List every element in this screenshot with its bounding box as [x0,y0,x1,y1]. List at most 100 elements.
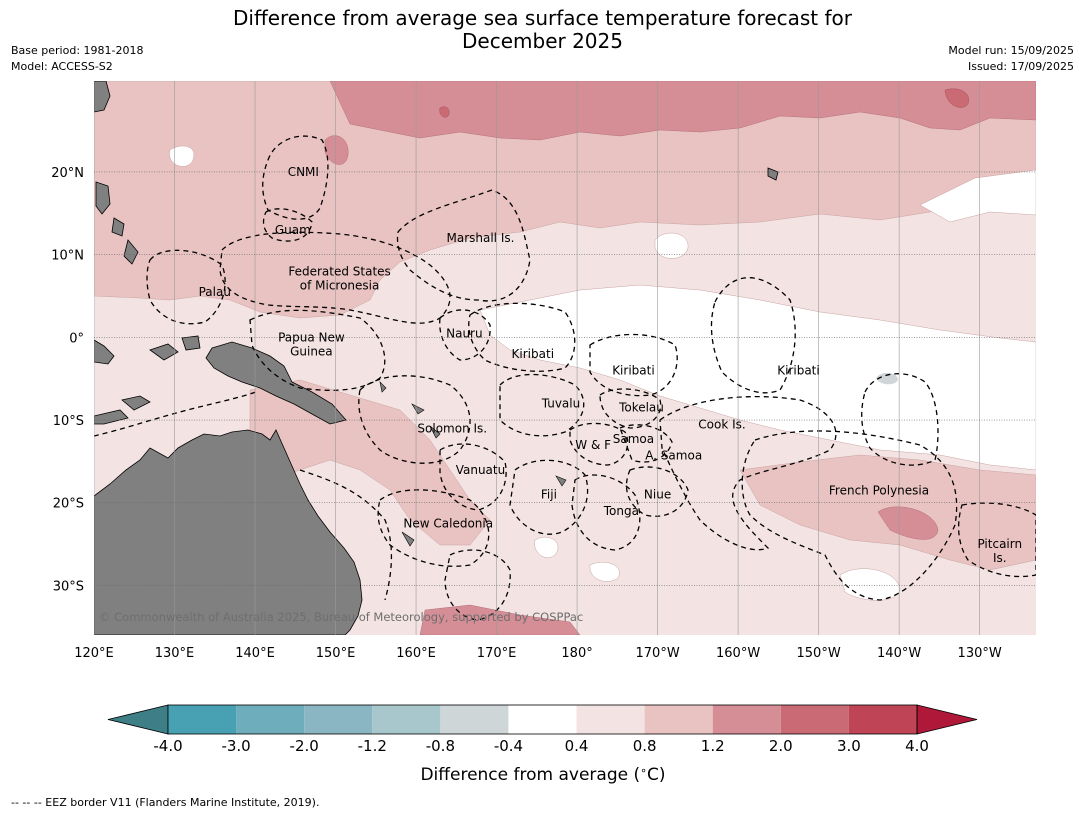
region-label: W & F [575,438,611,452]
title-line-2: December 2025 [462,29,623,53]
eez-solomon [358,375,471,464]
eez-kiribati-west [468,302,576,372]
anomaly-area-neutral-north-1 [919,169,1036,223]
eez-footnote: -- -- -- EEZ border V11 (Flanders Marine… [11,796,320,809]
meta-left: Base period: 1981-2018 Model: ACCESS-S2 [11,43,143,75]
colorbar-title: Difference from average (∘C) [420,764,665,785]
region-label: Niue [644,488,671,502]
colorbar-tick-label: -2.0 [290,737,319,755]
eez-norfolk [444,549,511,621]
eez-niue [625,466,689,517]
eez-kiribati-east [710,277,796,394]
region-label: Fiji [541,488,557,502]
colorbar-tick-label: -1.2 [358,737,387,755]
longitude-tick-label: 130°E [155,646,195,661]
anomaly-area-1-2-2-0-b [324,135,349,165]
latitude-tick-label: 10°N [51,249,84,264]
longitude-tick-label: 170°W [636,646,680,661]
region-label: Tuvalu [541,397,581,411]
region-label: Kiribati [777,364,819,378]
land-philippines [94,81,139,265]
longitude-tick-label: 150°W [797,646,841,661]
latitude-tick-label: 10°S [53,414,84,429]
model-name: Model: ACCESS-S2 [11,60,113,73]
region-label: Papua New Guinea [278,330,345,358]
eez-wf-samoa [569,422,673,466]
longitude-tick-label: 120°E [74,646,114,661]
region-label: Guam [275,223,311,237]
colorbar-swatch [576,705,645,734]
region-label: Vanuatu [456,463,506,477]
region-label: New Caledonia [403,517,493,531]
anomaly-area-neutral-north-2 [654,232,689,259]
eez-borders [94,135,1036,621]
anomaly-area-1-2-2-0-bottom [419,604,581,635]
colorbar-tick-label: -3.0 [221,737,250,755]
eez-cook [659,395,837,551]
region-label: Tonga [603,504,639,518]
longitude-tick-label: 140°W [877,646,921,661]
colorbar-swatch [644,705,713,734]
colorbar-swatch [168,705,237,734]
eez-kiribati-central [589,333,678,397]
eez-vanuatu [439,443,507,511]
eez-guam [262,208,313,242]
region-label: Palau [199,285,231,299]
colorbar-tick-label: 1.2 [701,737,725,755]
latitude-labels: 20°N 10°N 0° 10°S 20°S 30°S [51,166,84,594]
region-label: Tokelau [618,401,664,415]
eez-marshall [396,189,531,302]
land-hawaii [767,167,779,181]
latitude-tick-label: 30°S [53,579,84,594]
region-label: CNMI [288,165,319,179]
issued-date: Issued: 17/09/2025 [967,60,1074,73]
colorbar-outline [167,704,918,735]
eez-tonga [571,474,641,551]
region-label: Nauru [446,326,482,340]
latitude-tick-label: 20°S [53,497,84,512]
eez-french-polynesia [741,430,958,601]
colorbar-tick-label: 3.0 [837,737,861,755]
eez-palau [146,249,226,325]
eez-tokelau [599,388,662,429]
map-figure: CNMI Guam Marshall Is. Federated States of M… [51,81,1036,785]
longitude-tick-label: 180° [561,646,592,661]
region-labels: CNMI Guam Marshall Is. Federated States of M… [199,165,1022,565]
eez-fiji [509,459,589,535]
anomaly-area-neutral-s [534,536,620,582]
colorbar-swatch [372,705,441,734]
anomaly-area-1-2-2-0-south [877,506,939,540]
colorbar-tick-label: 0.4 [565,737,589,755]
eez-pitcairn [957,502,1036,578]
base-period: Base period: 1981-2018 [11,44,144,57]
region-label: Samoa [613,432,654,446]
graticule [94,81,1036,635]
region-label: French Polynesia [829,483,929,497]
longitude-labels: 120°E 130°E 140°E 150°E 160°E 170°E 180° 170°W 1… [74,646,1002,661]
colorbar-low-extend [107,704,169,735]
colorbar-tick-label: 4.0 [905,737,929,755]
colorbar-tick-label: -4.0 [153,737,182,755]
anomaly-area-1-2-2-0 [329,81,1036,141]
region-label: Solomon Is. [417,421,487,435]
land-indonesia [94,335,201,425]
meta-right: Model run: 15/09/2025 Issued: 17/09/2025 [948,43,1074,75]
eez-australia [299,469,393,601]
colorbar: -4.0 -3.0 -2.0 -1.2 -0.8 -0.4 0.4 0.8 1.2 2.0 3.0 4… [107,704,978,755]
colorbar-tick-label: -0.4 [494,737,523,755]
region-label: Cook Is. [698,417,745,431]
eez-new-caledonia [377,489,490,567]
region-label: Federated States of Micronesia [288,264,390,292]
colorbar-swatch [236,705,305,734]
model-run: Model run: 15/09/2025 [948,44,1074,57]
anomaly-area-neutral-north-3 [169,145,195,167]
longitude-tick-label: 170°E [477,646,517,661]
colorbar-swatch [848,705,917,734]
anomaly-area-neutral-central [479,284,1036,471]
colorbar-swatch [712,705,781,734]
region-label: Pitcairn Is. [977,537,1022,565]
map-title: Difference from average sea surface temp… [0,7,1085,53]
colorbar-tick-label: -0.8 [426,737,455,755]
longitude-tick-label: 160°E [396,646,436,661]
land-new-guinea [205,341,347,425]
